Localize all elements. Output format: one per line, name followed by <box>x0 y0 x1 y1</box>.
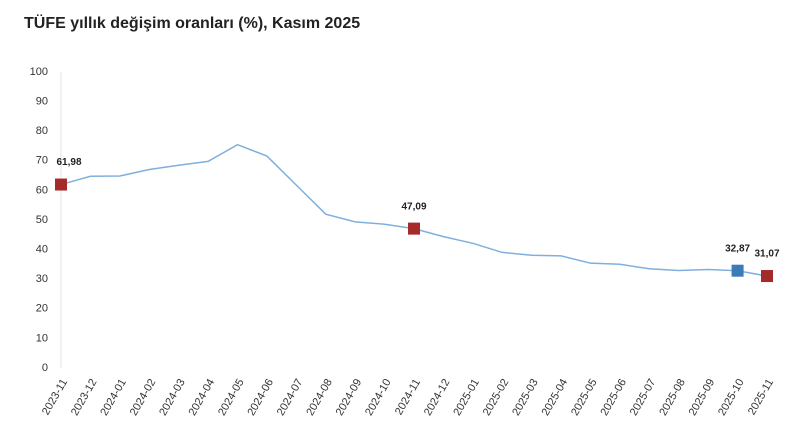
y-tick-label: 90 <box>36 96 48 108</box>
x-tick-label: 2025-05 <box>569 377 600 418</box>
x-tick-label: 2025-04 <box>540 377 571 418</box>
x-tick-label: 2025-10 <box>716 377 747 418</box>
value-label: 47,09 <box>401 201 426 212</box>
x-tick-label: 2025-01 <box>451 377 482 418</box>
marker <box>761 270 773 283</box>
y-tick-label: 30 <box>36 273 48 285</box>
value-label: 32,87 <box>725 243 750 254</box>
y-tick-label: 10 <box>36 332 48 344</box>
x-tick-label: 2024-02 <box>128 377 159 418</box>
x-tick-label: 2024-08 <box>304 377 335 418</box>
x-tick-label: 2025-09 <box>687 377 718 418</box>
marker <box>55 178 67 191</box>
x-tick-label: 2024-04 <box>187 377 218 418</box>
x-tick-label: 2025-11 <box>746 377 776 417</box>
x-tick-label: 2025-02 <box>481 377 512 418</box>
x-tick-label: 2025-08 <box>657 377 688 418</box>
y-tick-label: 50 <box>36 214 48 226</box>
x-tick-label: 2024-12 <box>422 377 453 418</box>
x-tick-label: 2024-06 <box>245 377 276 418</box>
x-tick-label: 2024-09 <box>334 377 365 418</box>
x-tick-label: 2025-07 <box>628 377 659 418</box>
x-tick-label: 2025-03 <box>510 377 541 418</box>
value-label: 31,07 <box>754 249 779 260</box>
value-label: 61,98 <box>56 157 81 168</box>
x-tick-label: 2024-05 <box>216 377 247 418</box>
x-tick-label: 2024-07 <box>275 377 306 418</box>
marker <box>731 264 744 277</box>
y-tick-label: 70 <box>36 155 48 167</box>
x-tick-label: 2024-10 <box>363 377 394 418</box>
x-tick-label: 2024-01 <box>98 377 129 418</box>
x-tick-label: 2025-06 <box>598 377 629 418</box>
x-tick-label: 2024-03 <box>157 377 188 418</box>
y-tick-label: 40 <box>36 244 48 256</box>
x-tick-label: 2023-12 <box>69 377 100 418</box>
y-tick-label: 20 <box>36 303 48 315</box>
y-tick-label: 100 <box>30 66 48 78</box>
marker <box>408 222 420 235</box>
y-tick-label: 80 <box>36 125 48 137</box>
y-tick-label: 60 <box>36 184 48 196</box>
x-tick-label: 2024-11 <box>393 377 423 417</box>
y-tick-label: 0 <box>42 362 48 374</box>
x-tick-label: 2023-11 <box>40 377 70 417</box>
chart-title: TÜFE yıllık değişim oranları (%), Kasım … <box>24 13 360 32</box>
